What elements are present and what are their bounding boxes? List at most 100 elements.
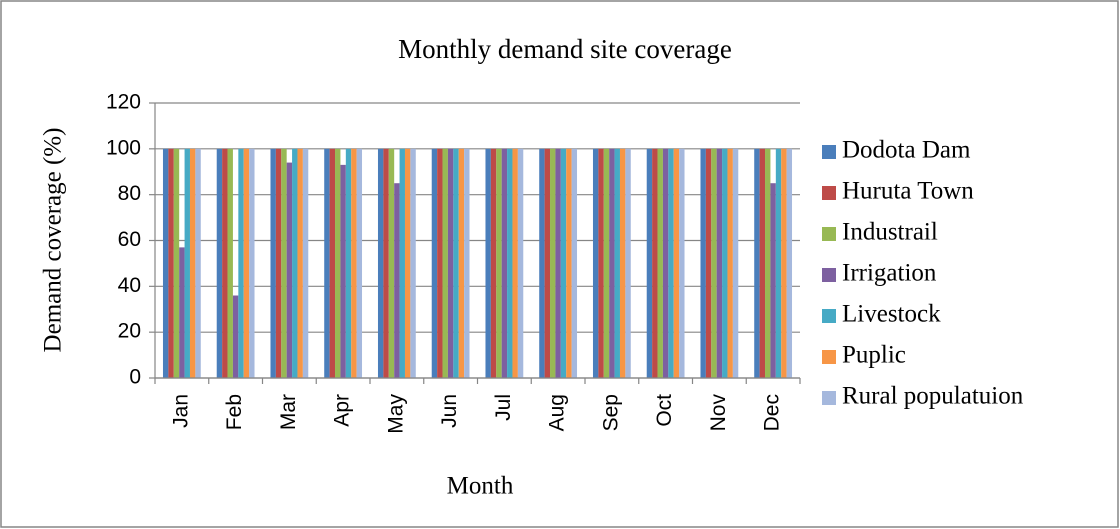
bar: [716, 148, 723, 378]
bar: [657, 148, 663, 378]
bar: [705, 148, 712, 378]
bar: [765, 148, 771, 378]
legend-label: Huruta Town: [842, 178, 974, 205]
y-tick-label: 60: [118, 228, 141, 251]
bar: [442, 148, 448, 378]
legend-label: Irrigation: [842, 260, 937, 287]
bar: [404, 148, 411, 378]
bar: [340, 164, 346, 378]
bar: [453, 148, 459, 378]
bar: [216, 148, 223, 378]
bar: [555, 148, 561, 378]
bar: [377, 148, 384, 378]
y-tick-label: 120: [106, 91, 141, 114]
x-tick-label: Apr: [331, 394, 354, 427]
bar: [383, 148, 389, 378]
bar: [673, 148, 680, 378]
bar: [458, 148, 465, 378]
x-tick-label: Dec: [761, 394, 784, 431]
bar: [775, 148, 782, 378]
bar: [490, 148, 497, 378]
bar: [243, 148, 250, 378]
y-tick-label: 20: [118, 320, 141, 343]
bar: [711, 148, 717, 378]
bar: [222, 148, 228, 378]
bar: [447, 148, 454, 378]
bar: [485, 148, 491, 378]
bar: [189, 148, 196, 378]
bar: [238, 148, 244, 378]
bar: [625, 148, 631, 378]
bar: [437, 148, 443, 378]
x-tick-label: May: [384, 394, 407, 434]
x-tick-label: Jan: [169, 394, 192, 428]
bar: [302, 148, 309, 378]
legend-swatch: [822, 227, 836, 241]
bar: [646, 148, 653, 378]
y-tick-label: 80: [118, 182, 141, 205]
bar: [550, 148, 556, 378]
bar: [184, 148, 190, 378]
bar: [249, 148, 255, 378]
bar: [394, 183, 400, 378]
bar: [722, 148, 728, 378]
legend-label: Rural populatuion: [842, 383, 1024, 410]
bar: [179, 247, 185, 378]
bar: [652, 148, 658, 378]
bar: [781, 148, 787, 378]
bar: [399, 148, 405, 378]
chart-title: Monthly demand site coverage: [398, 34, 732, 64]
y-tick-label: 100: [106, 136, 141, 159]
bar: [275, 148, 282, 378]
bar: [162, 148, 169, 378]
legend-swatch: [822, 350, 836, 364]
x-tick-label: Nov: [707, 394, 730, 432]
x-tick-label: Aug: [546, 394, 569, 431]
bar: [786, 148, 793, 378]
bar: [619, 148, 626, 378]
bar: [759, 148, 766, 378]
bar: [609, 148, 615, 378]
bar: [329, 148, 336, 378]
bar: [281, 148, 287, 378]
bar: [732, 148, 739, 378]
bar: [351, 148, 357, 378]
legend-label: Dodota Dam: [842, 137, 971, 164]
bar: [292, 148, 298, 378]
legend-label: Livestock: [842, 301, 941, 328]
bar: [410, 148, 416, 378]
legend-swatch: [822, 391, 836, 405]
bar: [297, 148, 303, 378]
x-tick-label: Sep: [599, 394, 622, 431]
bar: [754, 148, 760, 378]
legend-swatch: [822, 268, 836, 282]
x-tick-label: Jul: [492, 394, 515, 421]
x-axis-label: Month: [447, 473, 514, 500]
bar: [496, 148, 502, 378]
bar: [662, 148, 669, 378]
bar: [345, 148, 352, 378]
bar: [700, 148, 706, 378]
bar: [168, 148, 174, 378]
bar: [227, 148, 233, 378]
bar: [512, 148, 518, 378]
x-tick-label: Oct: [653, 394, 676, 427]
bar: [770, 183, 776, 378]
bar: [727, 148, 733, 378]
bar: [431, 148, 438, 378]
legend-swatch: [822, 309, 836, 323]
bar: [173, 148, 180, 378]
bar: [614, 148, 620, 378]
bar: [544, 148, 551, 378]
bar: [560, 148, 567, 378]
bar: [507, 148, 513, 378]
bar: [356, 148, 363, 378]
bar: [286, 162, 293, 378]
legend-label: Industrail: [842, 219, 938, 246]
bar: [517, 148, 524, 378]
bar: [270, 148, 276, 378]
legend-swatch: [822, 186, 836, 200]
bar: [324, 148, 330, 378]
bar: [679, 148, 685, 378]
